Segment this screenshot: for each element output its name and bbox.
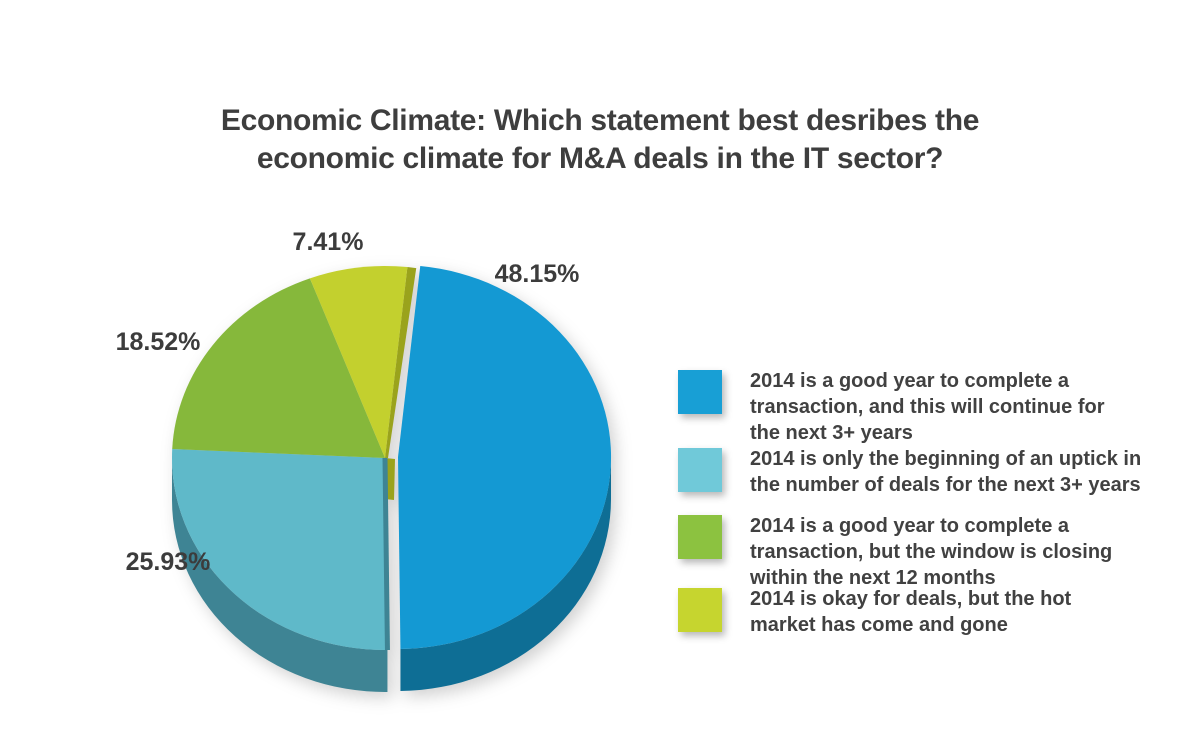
percent-label-yellow: 7.41% — [292, 228, 364, 256]
legend-label: 2014 is okay for deals, but the hot mark… — [750, 586, 1071, 638]
chart-title-line-2: economic climate for M&A deals in the IT… — [256, 142, 944, 175]
legend-label-line: 2014 is only the beginning of an uptick … — [750, 448, 1142, 470]
legend-label-line: the next 3+ years — [750, 422, 913, 444]
legend-item: 2014 is a good year to complete a transa… — [678, 370, 1104, 446]
legend-label: 2014 is a good year to complete a transa… — [750, 368, 1104, 446]
percent-label-blue: 48.15% — [494, 260, 580, 288]
percent-label-green: 18.52% — [115, 328, 201, 356]
legend-label-line: market has come and gone — [750, 614, 1008, 636]
pie-side-teal — [172, 458, 388, 693]
pie-side-blue — [400, 457, 611, 691]
legend-label-line: transaction, but the window is closing — [750, 541, 1113, 563]
pie-slice-yellow — [309, 265, 408, 458]
pie-chart — [171, 265, 612, 693]
legend-label-line: the number of deals for the next 3+ year… — [750, 474, 1141, 496]
pie-slice-green — [172, 278, 385, 458]
legend-label-line: 2014 is a good year to complete a — [750, 370, 1070, 392]
legend-item: 2014 is only the beginning of an uptick … — [678, 448, 1141, 498]
pie-inner-wall-yellow — [385, 267, 417, 458]
legend-label-line: 2014 is okay for deals, but the hot — [750, 588, 1072, 610]
pie-slice-blue — [398, 266, 612, 649]
legend-label: 2014 is a good year to complete a transa… — [750, 513, 1112, 591]
legend-label: 2014 is only the beginning of an uptick … — [750, 446, 1141, 498]
pie-slice-teal — [171, 449, 388, 651]
legend-swatch-blue — [678, 370, 722, 414]
legend-label-line: within the next 12 months — [750, 567, 996, 589]
legend-swatch-green — [678, 515, 722, 559]
percent-label-teal: 25.93% — [125, 548, 211, 576]
legend-swatch-yellow — [678, 588, 722, 632]
legend-item: 2014 is a good year to complete a transa… — [678, 515, 1112, 591]
legend-label-line: transaction, and this will continue for — [750, 396, 1105, 418]
pie-inner-wall-teal — [382, 457, 390, 651]
legend-item: 2014 is okay for deals, but the hot mark… — [678, 588, 1071, 638]
chart-title-line-1: Economic Climate: Which statement best d… — [220, 104, 980, 137]
legend-swatch-teal — [678, 448, 722, 492]
chart-title: Economic Climate: Which statement best d… — [0, 102, 1200, 178]
legend-label-line: 2014 is a good year to complete a — [750, 515, 1070, 537]
